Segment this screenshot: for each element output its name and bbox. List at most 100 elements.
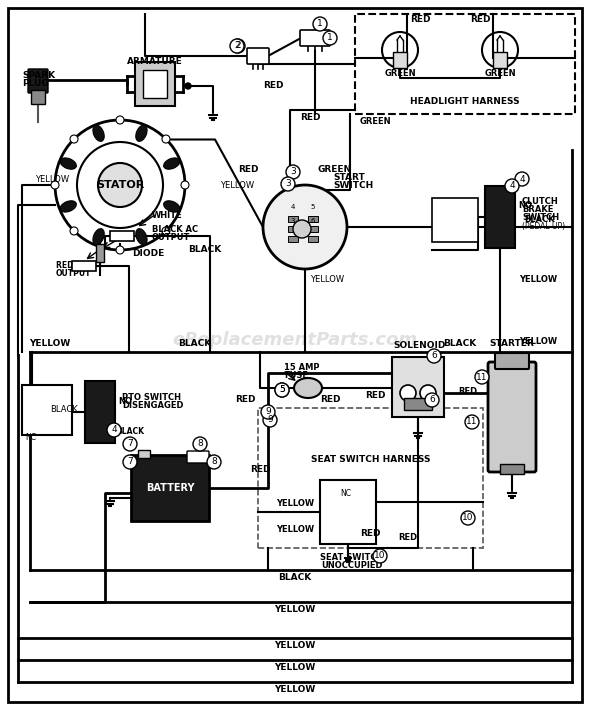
Circle shape	[107, 423, 121, 437]
Text: 10: 10	[462, 513, 474, 523]
Text: RED: RED	[470, 14, 490, 23]
FancyBboxPatch shape	[28, 69, 48, 93]
Circle shape	[162, 135, 170, 143]
Text: 4: 4	[291, 204, 295, 210]
FancyBboxPatch shape	[8, 8, 582, 702]
FancyBboxPatch shape	[495, 353, 529, 369]
Circle shape	[475, 370, 489, 384]
Text: DISENGAGED: DISENGAGED	[122, 400, 183, 410]
Text: 11: 11	[476, 373, 488, 381]
Circle shape	[275, 383, 289, 397]
Text: BLACK: BLACK	[178, 339, 212, 347]
Text: NC: NC	[57, 415, 71, 425]
FancyBboxPatch shape	[110, 231, 134, 241]
Text: YELLOW: YELLOW	[274, 685, 316, 694]
Circle shape	[427, 349, 441, 363]
Ellipse shape	[93, 229, 104, 245]
Text: 6: 6	[431, 351, 437, 361]
Text: RED: RED	[320, 395, 340, 405]
Text: BATTERY: BATTERY	[146, 483, 194, 493]
Text: 6: 6	[429, 395, 435, 405]
Text: 7: 7	[127, 457, 133, 466]
Text: OUTPUT: OUTPUT	[152, 234, 191, 243]
Text: GREEN: GREEN	[318, 165, 352, 175]
Text: GREEN: GREEN	[484, 70, 516, 79]
FancyBboxPatch shape	[22, 385, 72, 435]
Text: YELLOW: YELLOW	[220, 180, 254, 190]
Ellipse shape	[163, 201, 180, 212]
FancyBboxPatch shape	[288, 236, 298, 242]
Text: ARMATURE: ARMATURE	[127, 58, 183, 67]
Circle shape	[286, 165, 300, 179]
Text: RED: RED	[238, 165, 258, 175]
Text: 8: 8	[211, 457, 217, 466]
Text: YELLOW: YELLOW	[519, 275, 557, 285]
Text: BLACK: BLACK	[188, 246, 222, 254]
Text: START: START	[333, 173, 365, 182]
Circle shape	[181, 181, 189, 189]
Text: FUSE: FUSE	[284, 371, 308, 381]
FancyBboxPatch shape	[85, 381, 115, 443]
FancyBboxPatch shape	[187, 451, 209, 463]
Circle shape	[313, 17, 327, 31]
Circle shape	[193, 437, 207, 451]
Circle shape	[420, 385, 436, 401]
Text: 8: 8	[197, 439, 203, 449]
Circle shape	[70, 135, 78, 143]
FancyBboxPatch shape	[404, 398, 432, 410]
Text: 3: 3	[291, 218, 295, 224]
Text: YELLOW: YELLOW	[274, 664, 316, 672]
FancyBboxPatch shape	[355, 14, 575, 114]
Circle shape	[207, 455, 221, 469]
Text: YELLOW: YELLOW	[35, 175, 69, 185]
Text: YELLOW: YELLOW	[30, 339, 71, 347]
Text: SPARK: SPARK	[22, 70, 55, 80]
Text: 5: 5	[279, 386, 285, 395]
Circle shape	[425, 393, 439, 407]
Text: STARTER: STARTER	[490, 339, 535, 349]
Text: YELLOW: YELLOW	[274, 606, 316, 614]
Circle shape	[98, 163, 142, 207]
FancyBboxPatch shape	[488, 362, 536, 472]
FancyBboxPatch shape	[135, 62, 175, 106]
FancyBboxPatch shape	[308, 226, 318, 232]
Text: RED: RED	[250, 466, 270, 474]
Text: YELLOW: YELLOW	[274, 642, 316, 650]
Text: 9: 9	[265, 408, 271, 417]
Text: RED: RED	[360, 530, 381, 538]
Text: 4: 4	[519, 175, 525, 183]
Text: 2: 2	[230, 41, 235, 50]
Circle shape	[261, 405, 275, 419]
Text: GREEN: GREEN	[359, 116, 391, 126]
Circle shape	[51, 181, 59, 189]
Text: 9: 9	[267, 415, 273, 425]
Text: 3: 3	[290, 168, 296, 177]
Text: WHITE: WHITE	[152, 210, 183, 219]
Ellipse shape	[294, 378, 322, 398]
Circle shape	[263, 185, 347, 269]
Ellipse shape	[136, 125, 147, 141]
Text: YELLOW: YELLOW	[310, 275, 344, 285]
Circle shape	[263, 413, 277, 427]
Circle shape	[70, 227, 78, 235]
Text: RED: RED	[409, 14, 430, 23]
Text: UNOCCUPIED: UNOCCUPIED	[321, 562, 383, 571]
Text: BLACK: BLACK	[525, 214, 555, 224]
Circle shape	[275, 383, 289, 397]
FancyBboxPatch shape	[131, 455, 209, 521]
Text: 1: 1	[327, 33, 333, 43]
Text: 3: 3	[285, 180, 291, 188]
Circle shape	[77, 142, 163, 228]
Text: 6: 6	[311, 218, 315, 224]
Text: 2: 2	[235, 41, 241, 50]
FancyBboxPatch shape	[485, 186, 515, 248]
FancyBboxPatch shape	[247, 48, 269, 64]
Circle shape	[123, 437, 137, 451]
Text: STATOR: STATOR	[96, 180, 144, 190]
Ellipse shape	[163, 158, 180, 169]
Text: RED: RED	[458, 388, 477, 396]
Text: 2: 2	[234, 41, 240, 50]
FancyBboxPatch shape	[31, 90, 45, 104]
Circle shape	[162, 227, 170, 235]
Circle shape	[116, 246, 124, 254]
